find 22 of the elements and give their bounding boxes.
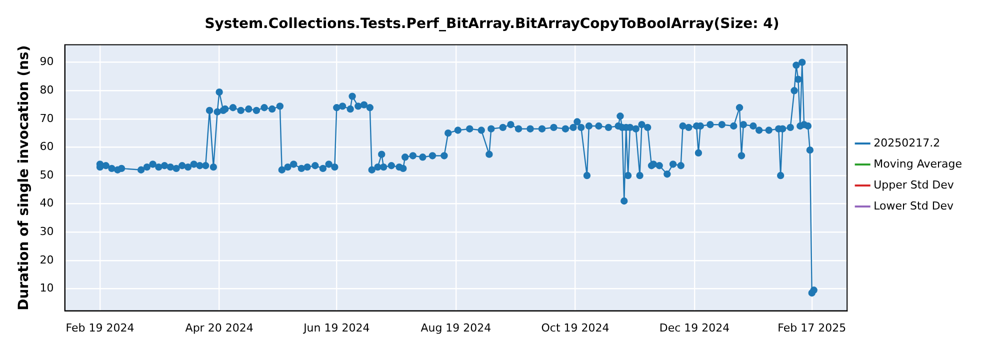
y-tick-label: 90 [40,55,54,68]
x-tick-label: Dec 19 2024 [659,321,730,334]
x-tick-label: Aug 19 2024 [420,321,492,334]
y-tick-label: 20 [40,253,54,266]
x-tick-label: Feb 17 2025 [778,321,846,334]
x-tick-label: Jun 19 2024 [302,321,370,334]
legend-label: 20250217.2 [874,136,940,150]
chart-title: System.Collections.Tests.Perf_BitArray.BitArrayCopyToBoolArray(Size: 4) [204,16,780,32]
y-axis-title: Duration of single invocation (ns) [16,45,32,310]
legend-label: Lower Std Dev [874,199,954,212]
y-tick-label: 10 [40,282,54,295]
legend-label: Upper Std Dev [874,178,954,192]
x-tick-label: Oct 19 2024 [541,321,610,334]
y-tick-label: 80 [40,84,54,96]
y-tick-label: 60 [40,140,54,154]
y-tick-label: 70 [40,112,54,125]
y-tick-label: 50 [40,168,54,182]
x-tick-label: Apr 20 2024 [185,321,254,334]
y-tick-label: 40 [40,196,54,210]
legend-label: Moving Average [874,157,962,170]
y-tick-label: 30 [40,224,54,238]
x-tick-label: Feb 19 2024 [66,321,134,334]
